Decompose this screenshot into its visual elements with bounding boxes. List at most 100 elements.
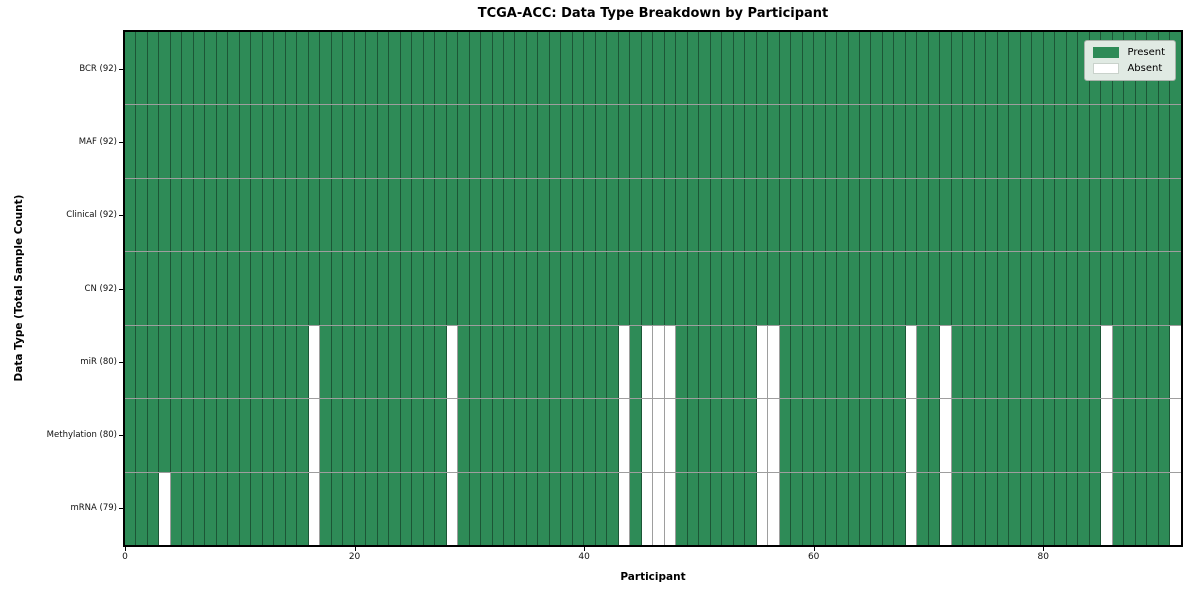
heatmap-cell (400, 32, 413, 105)
heatmap-cell (366, 399, 378, 472)
heatmap-cell (618, 325, 631, 399)
heatmap-cell (193, 399, 206, 472)
heatmap-cell (974, 399, 987, 472)
heatmap-cell (1032, 252, 1044, 325)
heatmap-cell (297, 472, 309, 545)
chart-title: TCGA-ACC: Data Type Breakdown by Partici… (477, 6, 829, 21)
heatmap-cell (285, 32, 298, 105)
heatmap-cell (618, 252, 631, 325)
heatmap-cell (228, 178, 240, 252)
heatmap-cell (205, 32, 217, 105)
heatmap-cell (997, 252, 1010, 325)
heatmap-cell (837, 32, 849, 105)
heatmap-cell (423, 105, 436, 178)
heatmap-cell (125, 105, 137, 178)
heatmap-cell (354, 252, 367, 325)
heatmap-cell (182, 399, 194, 472)
heatmap-cell (481, 399, 493, 472)
heatmap-cell (423, 399, 436, 472)
heatmap-cell (412, 399, 424, 472)
heatmap-cell (262, 472, 275, 545)
heatmap-cell (205, 472, 217, 545)
heatmap-cell (366, 178, 378, 252)
heatmap-cell (882, 472, 895, 545)
heatmap-cell (871, 32, 883, 105)
heatmap-cell (549, 472, 562, 545)
heatmap-cell (458, 325, 470, 399)
heatmap-cell (1078, 325, 1090, 399)
heatmap-cell (446, 325, 459, 399)
heatmap-cell (1066, 178, 1079, 252)
heatmap-cell (159, 252, 171, 325)
heatmap-cell (136, 178, 148, 252)
heatmap-cell (905, 399, 918, 472)
heatmap-cell (136, 399, 148, 472)
heatmap-cell (710, 252, 723, 325)
heatmap-cell (481, 32, 493, 105)
heatmap-cell (251, 32, 263, 105)
heatmap-cell (848, 472, 860, 545)
heatmap-cell (928, 472, 941, 545)
heatmap-cell (320, 472, 332, 545)
heatmap-cell (1135, 105, 1148, 178)
heatmap-cell (262, 105, 275, 178)
heatmap-cell (837, 252, 849, 325)
heatmap-cell (1043, 399, 1056, 472)
heatmap-cell (239, 105, 252, 178)
heatmap-cell (297, 32, 309, 105)
heatmap-cell (492, 178, 504, 252)
heatmap-cell (1009, 325, 1021, 399)
heatmap-cell (653, 178, 665, 252)
heatmap-cell (837, 105, 849, 178)
heatmap-cell (653, 472, 665, 545)
heatmap-cell (1078, 105, 1090, 178)
heatmap-cell (951, 105, 964, 178)
heatmap-cell (997, 32, 1010, 105)
heatmap-cell (458, 252, 470, 325)
heatmap-cell (641, 32, 654, 105)
heatmap-cell (435, 325, 447, 399)
y-tick-label: mRNA (79) (70, 503, 117, 514)
heatmap-cell (331, 32, 344, 105)
heatmap-cell (1009, 399, 1021, 472)
heatmap-cell (756, 325, 769, 399)
heatmap-row-methylation (125, 399, 1181, 473)
heatmap-cell (503, 472, 516, 545)
heatmap-cell (572, 325, 585, 399)
x-tick-mark (354, 547, 356, 551)
heatmap-cell (802, 399, 815, 472)
heatmap-cell (147, 252, 160, 325)
heatmap-cell (389, 399, 401, 472)
heatmap-cell (584, 252, 596, 325)
heatmap-cell (940, 472, 952, 545)
heatmap-row-cn (125, 252, 1181, 326)
heatmap-cell (377, 32, 390, 105)
heatmap-cell (894, 399, 906, 472)
heatmap-cell (1170, 472, 1181, 545)
heatmap-cell (205, 252, 217, 325)
heatmap-cell (768, 32, 780, 105)
heatmap-cell (239, 325, 252, 399)
x-tick-mark (125, 547, 126, 551)
heatmap-cell (297, 252, 309, 325)
heatmap-cell (733, 178, 746, 252)
heatmap-cell (745, 399, 757, 472)
heatmap-cell (274, 325, 286, 399)
heatmap-cell (389, 178, 401, 252)
heatmap-cell (768, 178, 780, 252)
heatmap-cell (526, 105, 539, 178)
heatmap-cell (814, 105, 826, 178)
heatmap-cell (963, 252, 975, 325)
heatmap-cell (239, 178, 252, 252)
heatmap-cell (630, 472, 642, 545)
y-tick-label: MAF (92) (78, 136, 117, 147)
heatmap-cell (905, 32, 918, 105)
heatmap-cell (228, 399, 240, 472)
heatmap-cell (664, 105, 677, 178)
heatmap-cell (1147, 325, 1159, 399)
heatmap-cell (205, 178, 217, 252)
heatmap-cell (1170, 399, 1181, 472)
heatmap-cell (1078, 252, 1090, 325)
heatmap-cell (848, 32, 860, 105)
